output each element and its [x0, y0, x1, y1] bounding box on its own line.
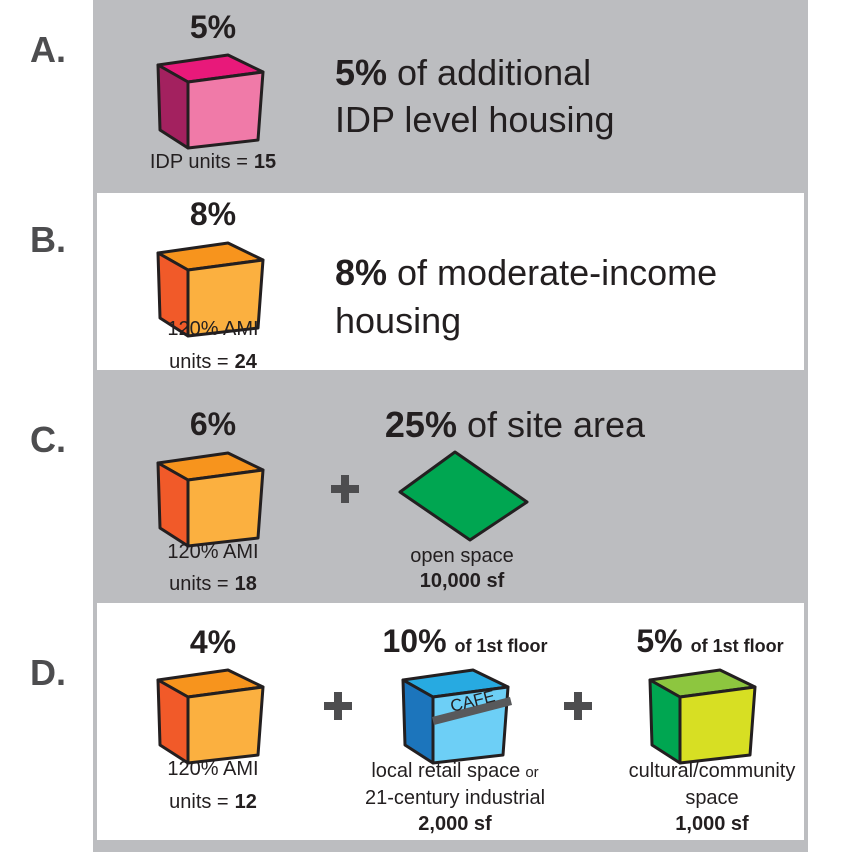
- unit-line: units = 24: [169, 351, 258, 373]
- area: 1,000 sf: [675, 813, 749, 835]
- description: housing: [335, 300, 461, 341]
- caption: local retail space or: [371, 760, 538, 782]
- percent: 8%: [190, 196, 236, 232]
- letter: B.: [30, 219, 66, 260]
- unit-line: units = 12: [169, 791, 257, 813]
- percent: 6%: [190, 406, 236, 442]
- plus: [331, 475, 359, 503]
- area: 10,000 sf: [420, 570, 505, 592]
- letter: A.: [30, 29, 66, 70]
- plus: [564, 692, 592, 720]
- area: 2,000 sf: [418, 813, 492, 835]
- cube-orange: [156, 668, 265, 765]
- caption: space: [685, 787, 738, 809]
- percent: 4%: [190, 624, 236, 660]
- description: 5% of additional: [335, 52, 591, 93]
- caption: open space: [410, 545, 513, 567]
- headline: 25% of site area: [385, 404, 646, 445]
- plus: [324, 692, 352, 720]
- unit-line: 120% AMI: [167, 541, 258, 563]
- letter: D.: [30, 652, 66, 693]
- headline: 5% of 1st floor: [636, 623, 783, 659]
- caption: 21-century industrial: [365, 787, 545, 809]
- headline: 10% of 1st floor: [382, 623, 547, 659]
- description: 8% of moderate-income: [335, 252, 717, 293]
- cube-pink: [156, 53, 265, 150]
- description: IDP level housing: [335, 99, 615, 140]
- unit-line: 120% AMI: [167, 318, 258, 340]
- letter: C.: [30, 419, 66, 460]
- percent: 5%: [190, 9, 236, 45]
- unit-line: units = 18: [169, 573, 257, 595]
- caption: cultural/community: [629, 760, 796, 782]
- cube-orange: [156, 451, 265, 548]
- cube-green: [648, 668, 757, 765]
- unit-line: IDP units = 15: [150, 151, 276, 173]
- open-space-icon: [398, 450, 529, 542]
- cube-orange: [156, 241, 265, 338]
- cafe-sign: [432, 697, 512, 725]
- unit-line: 120% AMI: [167, 758, 258, 780]
